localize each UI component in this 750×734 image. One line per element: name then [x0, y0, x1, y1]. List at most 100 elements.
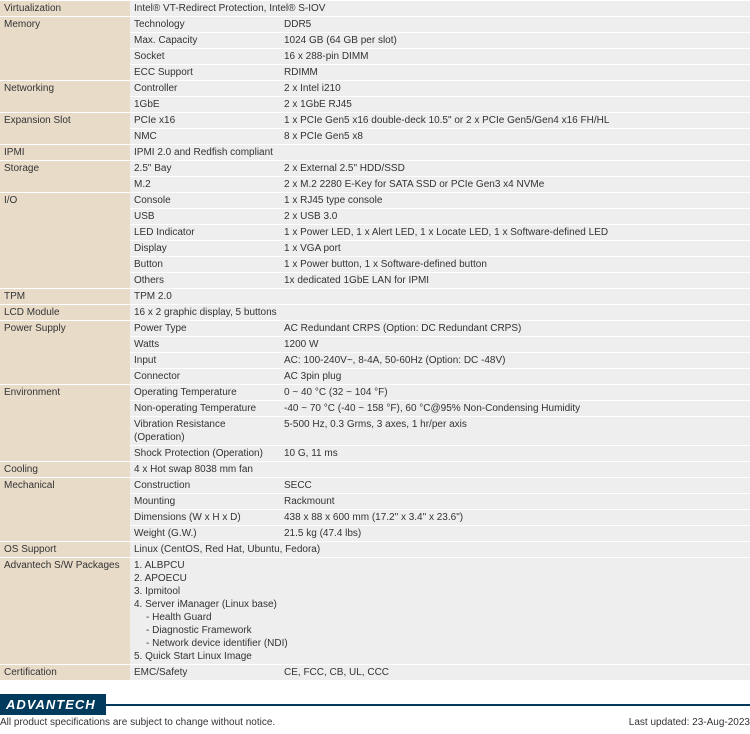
value-cell: 1024 GB (64 GB per slot): [280, 33, 750, 49]
value-line: 2. APOECU: [134, 572, 746, 585]
value-cell: 0 ~ 40 °C (32 ~ 104 °F): [280, 385, 750, 401]
value-cell: 10 G, 11 ms: [280, 446, 750, 462]
subcategory-cell: Non-operating Temperature: [130, 401, 280, 417]
table-row: EnvironmentOperating Temperature0 ~ 40 °…: [0, 385, 750, 401]
subcategory-cell: Connector: [130, 369, 280, 385]
subcategory-cell: Display: [130, 241, 280, 257]
subcategory-cell: Technology: [130, 17, 280, 33]
value-cell: 1 x Power button, 1 x Software-defined b…: [280, 257, 750, 273]
footer-bar: ADVANTECH: [0, 694, 750, 715]
subcategory-cell: Button: [130, 257, 280, 273]
category-cell: I/O: [0, 193, 130, 289]
category-cell: Memory: [0, 17, 130, 81]
category-cell: Mechanical: [0, 478, 130, 542]
value-line: 4. Server iManager (Linux base): [134, 598, 746, 611]
table-row: I/OConsole1 x RJ45 type console: [0, 193, 750, 209]
table-row: VirtualizationIntel® VT-Redirect Protect…: [0, 1, 750, 17]
subcategory-cell: Input: [130, 353, 280, 369]
value-cell: 2 x External 2.5" HDD/SSD: [280, 161, 750, 177]
subcategory-cell: Dimensions (W x H x D): [130, 510, 280, 526]
value-cell: 21.5 kg (47.4 lbs): [280, 526, 750, 542]
footer-rule: [106, 704, 750, 706]
value-cell: CE, FCC, CB, UL, CCC: [280, 665, 750, 681]
subcategory-cell: Max. Capacity: [130, 33, 280, 49]
category-cell: Networking: [0, 81, 130, 113]
value-cell: 1200 W: [280, 337, 750, 353]
subcategory-cell: LED Indicator: [130, 225, 280, 241]
value-line: 1. ALBPCU: [134, 559, 746, 572]
table-row: Expansion SlotPCIe x161 x PCIe Gen5 x16 …: [0, 113, 750, 129]
subcategory-cell: Vibration Resistance (Operation): [130, 417, 280, 446]
value-line: 5. Quick Start Linux Image: [134, 650, 746, 663]
category-cell: Certification: [0, 665, 130, 681]
table-row: LCD Module16 x 2 graphic display, 5 butt…: [0, 305, 750, 321]
value-cell: 1x dedicated 1GbE LAN for IPMI: [280, 273, 750, 289]
category-cell: OS Support: [0, 542, 130, 558]
subcategory-cell: 2.5" Bay: [130, 161, 280, 177]
subcategory-cell: EMC/Safety: [130, 665, 280, 681]
value-cell: 1 x Power LED, 1 x Alert LED, 1 x Locate…: [280, 225, 750, 241]
value-cell: 16 x 288-pin DIMM: [280, 49, 750, 65]
value-line: - Health Guard: [134, 611, 746, 624]
footer-note-right: Last updated: 23-Aug-2023: [629, 717, 750, 728]
subcategory-cell: Others: [130, 273, 280, 289]
category-cell: IPMI: [0, 145, 130, 161]
category-cell: Power Supply: [0, 321, 130, 385]
subcategory-cell: Operating Temperature: [130, 385, 280, 401]
value-line: 3. Ipmitool: [134, 585, 746, 598]
value-cell: 1. ALBPCU2. APOECU3. Ipmitool4. Server i…: [130, 558, 750, 665]
subcategory-cell: USB: [130, 209, 280, 225]
category-cell: Cooling: [0, 462, 130, 478]
table-row: MemoryTechnologyDDR5: [0, 17, 750, 33]
table-row: CertificationEMC/SafetyCE, FCC, CB, UL, …: [0, 665, 750, 681]
spec-table: VirtualizationIntel® VT-Redirect Protect…: [0, 0, 750, 680]
value-cell: 2 x Intel i210: [280, 81, 750, 97]
subcategory-cell: Mounting: [130, 494, 280, 510]
value-cell: AC 3pin plug: [280, 369, 750, 385]
table-row: Cooling4 x Hot swap 8038 mm fan: [0, 462, 750, 478]
subcategory-cell: Construction: [130, 478, 280, 494]
table-row: TPMTPM 2.0: [0, 289, 750, 305]
subcategory-cell: ECC Support: [130, 65, 280, 81]
category-cell: Storage: [0, 161, 130, 193]
value-cell: TPM 2.0: [130, 289, 750, 305]
table-row: MechanicalConstructionSECC: [0, 478, 750, 494]
table-row: IPMIIPMI 2.0 and Redfish compliant: [0, 145, 750, 161]
value-cell: 1 x RJ45 type console: [280, 193, 750, 209]
value-cell: DDR5: [280, 17, 750, 33]
value-cell: Linux (CentOS, Red Hat, Ubuntu, Fedora): [130, 542, 750, 558]
value-cell: 438 x 88 x 600 mm (17.2" x 3.4" x 23.6"): [280, 510, 750, 526]
value-cell: -40 ~ 70 °C (-40 ~ 158 °F), 60 °C@95% No…: [280, 401, 750, 417]
category-cell: LCD Module: [0, 305, 130, 321]
brand-logo: ADVANTECH: [0, 694, 106, 715]
table-row: Advantech S/W Packages1. ALBPCU2. APOECU…: [0, 558, 750, 665]
subcategory-cell: Weight (G.W.): [130, 526, 280, 542]
table-row: NetworkingController2 x Intel i210: [0, 81, 750, 97]
subcategory-cell: M.2: [130, 177, 280, 193]
category-cell: Virtualization: [0, 1, 130, 17]
subcategory-cell: PCIe x16: [130, 113, 280, 129]
value-cell: 2 x USB 3.0: [280, 209, 750, 225]
value-cell: 8 x PCIe Gen5 x8: [280, 129, 750, 145]
subcategory-cell: Watts: [130, 337, 280, 353]
value-line: - Network device identifier (NDI): [134, 637, 746, 650]
category-cell: Advantech S/W Packages: [0, 558, 130, 665]
footer-note-left: All product specifications are subject t…: [0, 717, 275, 728]
category-cell: Environment: [0, 385, 130, 462]
value-cell: IPMI 2.0 and Redfish compliant: [130, 145, 750, 161]
value-cell: 4 x Hot swap 8038 mm fan: [130, 462, 750, 478]
category-cell: Expansion Slot: [0, 113, 130, 145]
table-row: Storage2.5" Bay2 x External 2.5" HDD/SSD: [0, 161, 750, 177]
subcategory-cell: Shock Protection (Operation): [130, 446, 280, 462]
footer-text: All product specifications are subject t…: [0, 715, 750, 734]
value-cell: 2 x M.2 2280 E-Key for SATA SSD or PCIe …: [280, 177, 750, 193]
subcategory-cell: 1GbE: [130, 97, 280, 113]
value-cell: AC: 100-240V~, 8-4A, 50-60Hz (Option: DC…: [280, 353, 750, 369]
value-cell: 1 x PCIe Gen5 x16 double-deck 10.5" or 2…: [280, 113, 750, 129]
value-cell: 1 x VGA port: [280, 241, 750, 257]
subcategory-cell: NMC: [130, 129, 280, 145]
value-line: - Diagnostic Framework: [134, 624, 746, 637]
subcategory-cell: Socket: [130, 49, 280, 65]
subcategory-cell: Controller: [130, 81, 280, 97]
value-cell: RDIMM: [280, 65, 750, 81]
